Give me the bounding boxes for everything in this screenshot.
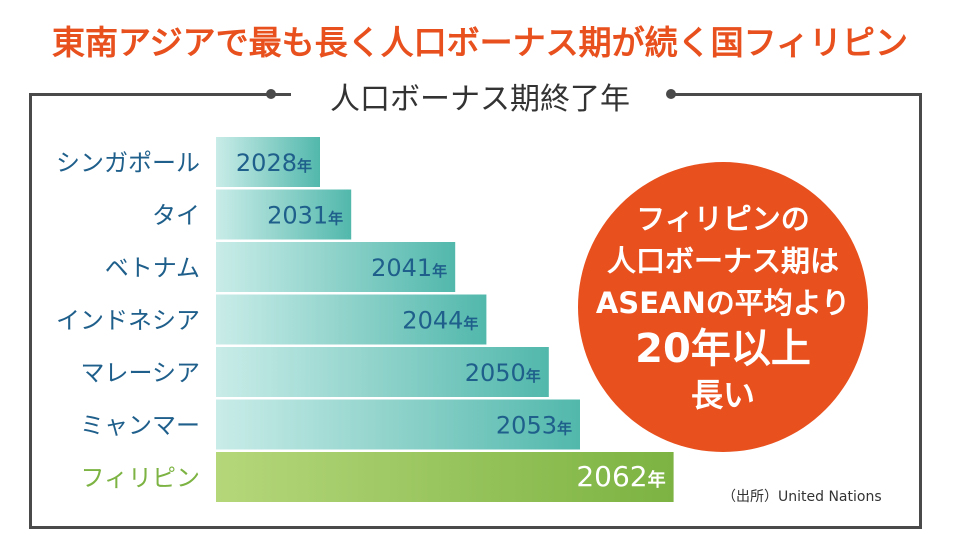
chart-subtitle-text: 人口ボーナス期終了年 xyxy=(320,82,640,117)
callout-line-1: フィリピンの xyxy=(636,202,810,236)
bar-4 xyxy=(216,347,549,397)
frame-top-left-line xyxy=(29,93,291,96)
bar-6 xyxy=(216,452,674,502)
callout-line-5: 長い xyxy=(690,376,755,414)
bar-2 xyxy=(216,242,456,292)
chart-title: 東南アジアで最も長く人口ボーナス期が続く国フィリピン xyxy=(51,23,909,62)
value-label-5: 2053年 xyxy=(496,412,572,440)
category-label-6: フィリピン xyxy=(80,464,200,492)
callout-circle: フィリピンの 人口ボーナス期は ASEANの平均より 20年以上 長い xyxy=(578,162,868,452)
value-label-1: 2031年 xyxy=(267,202,343,230)
value-label-3: 2044年 xyxy=(402,307,478,335)
bar-5 xyxy=(216,399,580,450)
chart-frame xyxy=(29,93,922,529)
source-note: （出所）United Nations xyxy=(722,489,882,505)
category-label-5: ミャンマー xyxy=(80,412,200,440)
category-label-1: タイ xyxy=(152,202,200,230)
value-label-6: 2062年 xyxy=(576,460,665,493)
callout-line-4: 20年以上 xyxy=(635,326,811,372)
bar-1 xyxy=(216,189,352,240)
category-label-0: シンガポール xyxy=(56,149,200,177)
value-label-4: 2050年 xyxy=(465,359,541,387)
category-label-3: インドネシア xyxy=(56,307,200,335)
category-label-2: ベトナム xyxy=(105,254,200,282)
category-label-4: マレーシア xyxy=(80,359,200,387)
value-label-2: 2041年 xyxy=(371,254,447,282)
bar-0 xyxy=(216,137,320,187)
value-label-0: 2028年 xyxy=(236,149,312,177)
frame-top-right-line xyxy=(669,93,922,96)
bar-3 xyxy=(216,294,487,345)
frame-dot-right xyxy=(666,89,676,99)
callout-line-3: ASEANの平均より xyxy=(595,286,851,320)
frame-dot-left xyxy=(266,89,276,99)
chart-subtitle: 人口ボーナス期終了年 xyxy=(0,74,960,118)
callout-line-2: 人口ボーナス期は xyxy=(606,244,839,278)
